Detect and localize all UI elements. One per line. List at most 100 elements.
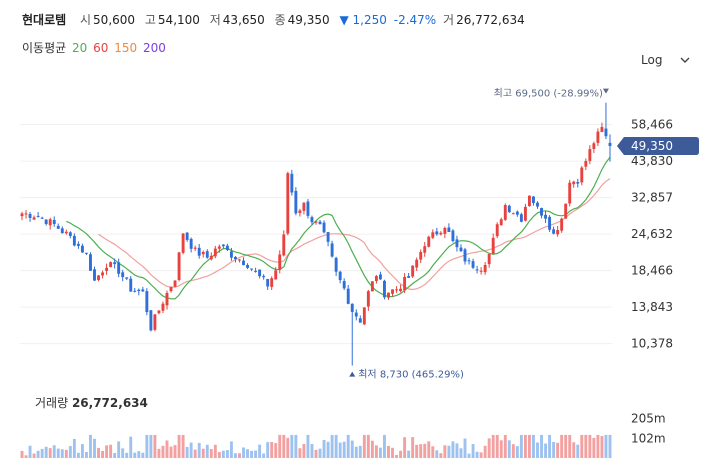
volume-bar [399, 450, 403, 458]
volume-bar [64, 449, 68, 458]
candle-body [149, 310, 153, 331]
candle-body [560, 218, 564, 231]
volume-bar [391, 447, 394, 458]
candle-body [483, 264, 487, 273]
candle [407, 272, 411, 278]
volume-bar [467, 453, 471, 458]
y-tick-label: 32,857 [631, 191, 673, 205]
candle-body [447, 227, 451, 232]
candle [552, 226, 556, 235]
volume-bar [117, 441, 121, 458]
candle [383, 279, 386, 300]
volume-bar [556, 442, 560, 458]
volume-bar [137, 451, 141, 458]
candle [391, 289, 394, 297]
volume-bar [592, 437, 596, 458]
volume-bar [378, 447, 382, 458]
volume-bar [350, 440, 354, 458]
candle-body [153, 314, 157, 330]
open-value: 50,600 [93, 13, 136, 27]
candle-body [391, 289, 394, 294]
y-tick-label: 58,466 [631, 118, 673, 132]
volume-bar [342, 441, 346, 458]
ma-legend-20[interactable]: 20 [72, 41, 88, 55]
candle [455, 235, 459, 252]
candle [213, 245, 217, 259]
candle-body [519, 214, 523, 222]
ma-legend-60[interactable]: 60 [93, 41, 109, 55]
volume-bar [580, 434, 584, 458]
candle [72, 233, 76, 247]
candle-body [173, 280, 177, 287]
candle-body [330, 243, 334, 257]
candle-body [584, 161, 588, 167]
candle [250, 268, 254, 272]
candle-body [274, 270, 278, 280]
candle [133, 288, 137, 293]
candle [125, 277, 129, 281]
volume-bar [604, 434, 608, 458]
candle [165, 290, 169, 310]
volume-bar [338, 442, 342, 458]
y-tick-label: 24,632 [631, 227, 673, 241]
candle [507, 204, 511, 213]
volume-bar [370, 440, 374, 458]
candle [435, 227, 439, 236]
candle [189, 237, 193, 253]
candle-body [56, 225, 60, 229]
candle [467, 257, 471, 265]
volume-bar [463, 438, 467, 458]
candle [149, 310, 153, 332]
volume-bar [56, 448, 60, 458]
ma-legend-200[interactable]: 200 [142, 41, 166, 55]
volume-bar [298, 448, 302, 458]
candle [294, 187, 298, 216]
candle-body [97, 275, 100, 280]
volume-bar [258, 444, 262, 458]
candle-body [455, 239, 459, 248]
candle-body [197, 247, 201, 256]
candle-body [76, 243, 80, 246]
candle [84, 252, 88, 255]
volume-bar [32, 453, 36, 458]
volume-bar [536, 442, 539, 458]
volume-bar [60, 449, 64, 458]
volume-bar [584, 434, 588, 458]
scale-toggle-label[interactable]: Log [641, 53, 663, 67]
candle [238, 259, 241, 263]
volume-bar [487, 438, 491, 458]
current-price-label: 49,350 [631, 139, 673, 153]
chevron-down-icon[interactable] [680, 55, 690, 65]
candle-body [507, 205, 511, 213]
candle-body [387, 292, 390, 298]
candle [153, 313, 157, 332]
candle-body [250, 268, 254, 270]
candle-body [133, 290, 137, 292]
y-tick-label: 13,843 [631, 300, 673, 314]
candle-body [463, 249, 467, 262]
candle [306, 199, 310, 219]
ma-legend-150[interactable]: 150 [114, 41, 138, 55]
candle-body [242, 260, 245, 266]
volume-bar [290, 434, 294, 458]
volume-bar [330, 434, 334, 458]
candle [193, 245, 197, 252]
candle-body [294, 190, 298, 214]
volume-bar [141, 452, 145, 458]
candle-body [121, 272, 125, 278]
candle [181, 233, 185, 255]
y-tick-label: 10,378 [631, 337, 673, 351]
candle-body [141, 289, 145, 292]
candle-body [523, 206, 527, 221]
volume-bar [415, 444, 419, 458]
candle-body [20, 213, 24, 217]
volume-bar [149, 434, 153, 458]
candle-body [427, 236, 431, 247]
volume-bar [177, 434, 181, 458]
volume-label: 거 [443, 13, 455, 27]
candle [44, 219, 48, 226]
volume-bar [419, 444, 423, 458]
candle-body [407, 276, 411, 278]
ma60-line [98, 178, 611, 291]
candle [487, 253, 491, 268]
